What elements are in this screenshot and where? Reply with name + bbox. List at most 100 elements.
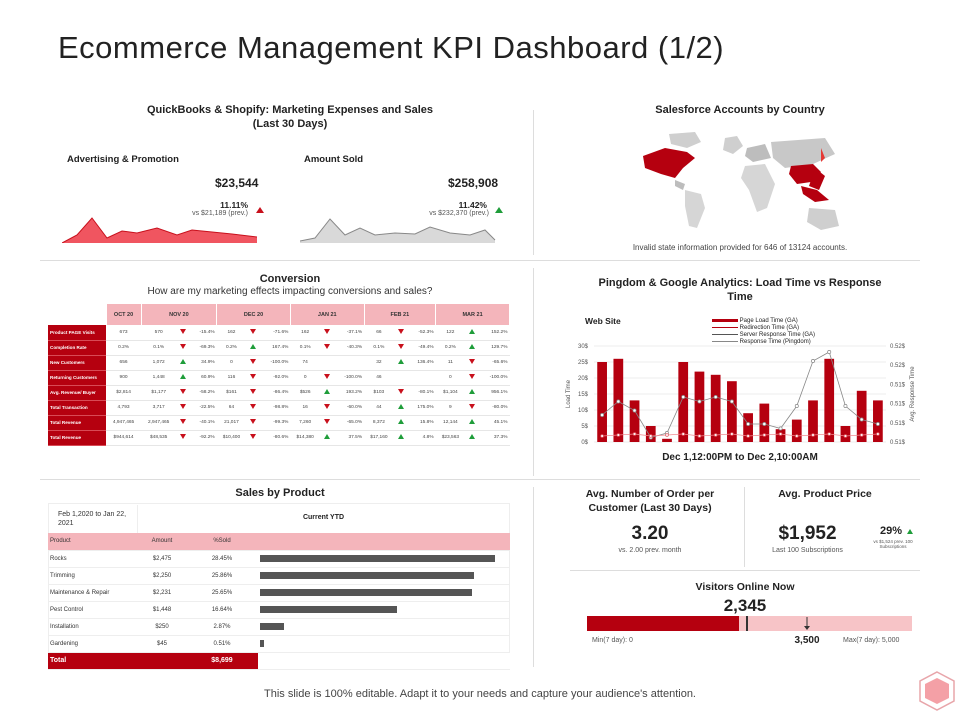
series-point — [730, 432, 734, 436]
trend-cell — [393, 415, 408, 431]
table-cell: $161 — [216, 385, 247, 401]
series-point — [778, 432, 783, 436]
down-arrow-icon — [469, 374, 476, 379]
divider — [533, 110, 534, 255]
down-arrow-icon — [180, 389, 187, 394]
divider — [40, 479, 920, 480]
y-tick-label: 0$ — [581, 440, 588, 446]
table-cell: 46 — [364, 370, 394, 386]
series-point — [843, 404, 848, 408]
y-tick-label: 25$ — [578, 360, 589, 366]
table-cell: 193.2% — [333, 385, 365, 401]
table-cell: 21,017 — [216, 415, 247, 431]
trend-cell — [246, 385, 261, 401]
visitors-min: Min(7 day): 0 — [592, 637, 633, 644]
salesforce-note: Invalid state information provided for 6… — [632, 243, 848, 252]
table-cell: -69.3% — [190, 340, 217, 356]
trend-cell — [176, 430, 191, 446]
row-label: Total Transaction — [48, 400, 106, 416]
table-cell: -80.6% — [260, 430, 291, 446]
series-point — [859, 417, 864, 422]
sales-total-label: Total — [48, 652, 138, 670]
table-cell: $48,535 — [141, 430, 177, 446]
table-cell: -52.3% — [407, 325, 436, 341]
chart-bar — [645, 426, 656, 442]
visitors-title: Visitors Online Now — [695, 581, 795, 593]
down-arrow-icon — [323, 328, 330, 334]
table-cell: -65.0% — [333, 415, 365, 431]
table-cell: $526 — [290, 385, 320, 401]
sold-trend-icon — [495, 207, 503, 213]
series-point — [616, 433, 621, 437]
trend-cell — [465, 385, 480, 401]
series-point — [681, 395, 686, 399]
table-cell: -37.1% — [333, 325, 365, 341]
up-arrow-icon — [323, 389, 330, 394]
table-cell: -86.4% — [260, 385, 291, 401]
product-pct: 25.65% — [186, 584, 258, 602]
trend-cell — [465, 430, 480, 446]
sold-prev: vs $232,370 (prev.) — [429, 210, 489, 217]
price-trend-icon — [907, 529, 913, 534]
adv-prev: vs $21,189 (prev.) — [192, 210, 248, 217]
series-point — [713, 433, 718, 437]
table-cell: 0.2% — [435, 340, 466, 356]
visitors-gauge-fill — [587, 616, 740, 631]
y2-tick-label: 0.52$ — [890, 363, 906, 369]
trend-cell — [246, 325, 261, 341]
table-cell: 9 — [435, 400, 466, 416]
table-cell: 129.7% — [479, 340, 510, 356]
trend-cell — [465, 370, 480, 386]
table-cell: 44 — [364, 400, 394, 416]
table-cell: -80.1% — [407, 385, 436, 401]
trend-cell — [176, 385, 191, 401]
table-cell: 16 — [290, 400, 320, 416]
down-arrow-icon — [250, 328, 257, 334]
pingdom-site: Web Site — [585, 316, 621, 326]
down-arrow-icon — [323, 374, 330, 379]
chart-bar — [824, 358, 835, 442]
price-sub: Last 100 Subscriptions — [772, 547, 843, 554]
col-header: Product — [48, 533, 138, 551]
table-cell: -98.8% — [260, 400, 291, 416]
legend-item: Server Response Time (GA) — [739, 332, 816, 338]
y2-tick-label: 0.51$ — [890, 440, 906, 446]
y-tick-label: 30$ — [578, 344, 589, 350]
down-arrow-icon — [180, 419, 187, 424]
down-arrow-icon — [250, 374, 257, 379]
trend-cell — [319, 400, 334, 416]
trend-cell — [246, 355, 261, 371]
sales-table: Product Amount %Sold Rocks $2,475 28.45% Tr… — [48, 533, 510, 670]
up-arrow-icon — [323, 434, 330, 439]
down-arrow-icon — [250, 419, 257, 424]
trend-cell — [319, 370, 334, 386]
product-bar — [260, 606, 398, 613]
up-arrow-icon — [180, 374, 187, 379]
product-amount: $2,250 — [138, 567, 186, 585]
divider — [40, 260, 920, 261]
chart-bar — [727, 381, 737, 442]
pingdom-range: Dec 1,12:00PM to Dec 2,10:00AM — [662, 452, 818, 463]
row-label: Product PAGE Visits — [48, 325, 106, 341]
table-cell: -99.3% — [260, 415, 291, 431]
product-name: Trimming — [48, 567, 138, 585]
product-pct: 16.64% — [186, 601, 258, 619]
chart-bar — [743, 413, 753, 442]
chart-bar — [840, 426, 851, 442]
y2-tick-label: 0.51$ — [890, 421, 906, 427]
sales-total: $8,699 — [186, 652, 258, 670]
trend-cell — [393, 400, 408, 416]
series-point — [600, 413, 605, 417]
marketing-title: QuickBooks & Shopify: Marketing Expenses… — [146, 104, 434, 130]
down-arrow-icon — [250, 434, 257, 439]
table-cell: 162 — [216, 325, 247, 341]
table-cell: 0.2% — [106, 340, 142, 356]
down-arrow-icon — [397, 389, 404, 394]
sales-period: Feb 1,2020 to Jan 22, 2021 — [58, 511, 127, 527]
table-cell: 956.1% — [479, 385, 510, 401]
table-cell: 1,448 — [141, 370, 177, 386]
trend-cell — [176, 355, 191, 371]
chart-bar — [678, 362, 689, 442]
price-pct-sub: vs $1,524 prev. 100 Subscriptions — [873, 539, 913, 549]
y2-tick-label: 0.51$ — [890, 402, 906, 408]
